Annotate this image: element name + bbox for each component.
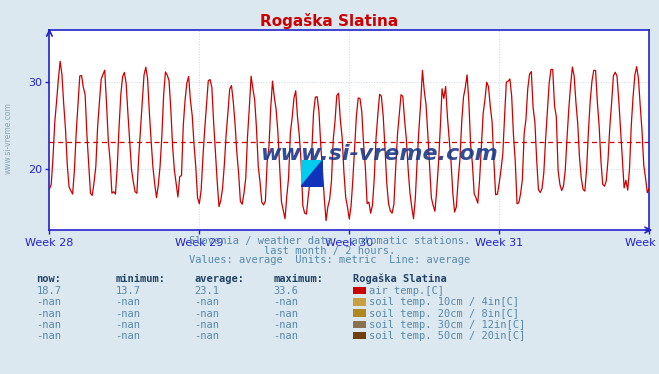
Text: Slovenia / weather data - automatic stations.: Slovenia / weather data - automatic stat… xyxy=(189,236,470,246)
Polygon shape xyxy=(301,160,323,187)
Text: -nan: -nan xyxy=(115,331,140,341)
Text: soil temp. 30cm / 12in[C]: soil temp. 30cm / 12in[C] xyxy=(369,320,525,330)
Text: -nan: -nan xyxy=(36,309,61,319)
Text: -nan: -nan xyxy=(273,331,299,341)
Text: -nan: -nan xyxy=(115,297,140,307)
Text: -nan: -nan xyxy=(115,320,140,330)
Text: www.si-vreme.com: www.si-vreme.com xyxy=(3,102,13,174)
Text: soil temp. 50cm / 20in[C]: soil temp. 50cm / 20in[C] xyxy=(369,331,525,341)
Text: -nan: -nan xyxy=(36,320,61,330)
Text: -nan: -nan xyxy=(36,297,61,307)
Text: soil temp. 20cm / 8in[C]: soil temp. 20cm / 8in[C] xyxy=(369,309,519,319)
Text: -nan: -nan xyxy=(115,309,140,319)
Text: average:: average: xyxy=(194,274,244,284)
Text: 18.7: 18.7 xyxy=(36,286,61,296)
Text: -nan: -nan xyxy=(273,320,299,330)
Text: 13.7: 13.7 xyxy=(115,286,140,296)
Text: minimum:: minimum: xyxy=(115,274,165,284)
Text: -nan: -nan xyxy=(273,309,299,319)
Text: air temp.[C]: air temp.[C] xyxy=(369,286,444,296)
Text: -nan: -nan xyxy=(194,331,219,341)
Text: www.si-vreme.com: www.si-vreme.com xyxy=(260,144,498,164)
Text: -nan: -nan xyxy=(194,309,219,319)
Text: Rogaška Slatina: Rogaška Slatina xyxy=(353,274,446,284)
Text: 23.1: 23.1 xyxy=(194,286,219,296)
Text: soil temp. 10cm / 4in[C]: soil temp. 10cm / 4in[C] xyxy=(369,297,519,307)
Polygon shape xyxy=(301,160,323,187)
Text: Rogaška Slatina: Rogaška Slatina xyxy=(260,13,399,29)
Text: now:: now: xyxy=(36,274,61,284)
Text: maximum:: maximum: xyxy=(273,274,324,284)
Text: 33.6: 33.6 xyxy=(273,286,299,296)
Text: last month / 2 hours.: last month / 2 hours. xyxy=(264,246,395,256)
Text: -nan: -nan xyxy=(194,320,219,330)
Text: -nan: -nan xyxy=(273,297,299,307)
Text: -nan: -nan xyxy=(36,331,61,341)
Text: Values: average  Units: metric  Line: average: Values: average Units: metric Line: aver… xyxy=(189,255,470,265)
Text: -nan: -nan xyxy=(194,297,219,307)
